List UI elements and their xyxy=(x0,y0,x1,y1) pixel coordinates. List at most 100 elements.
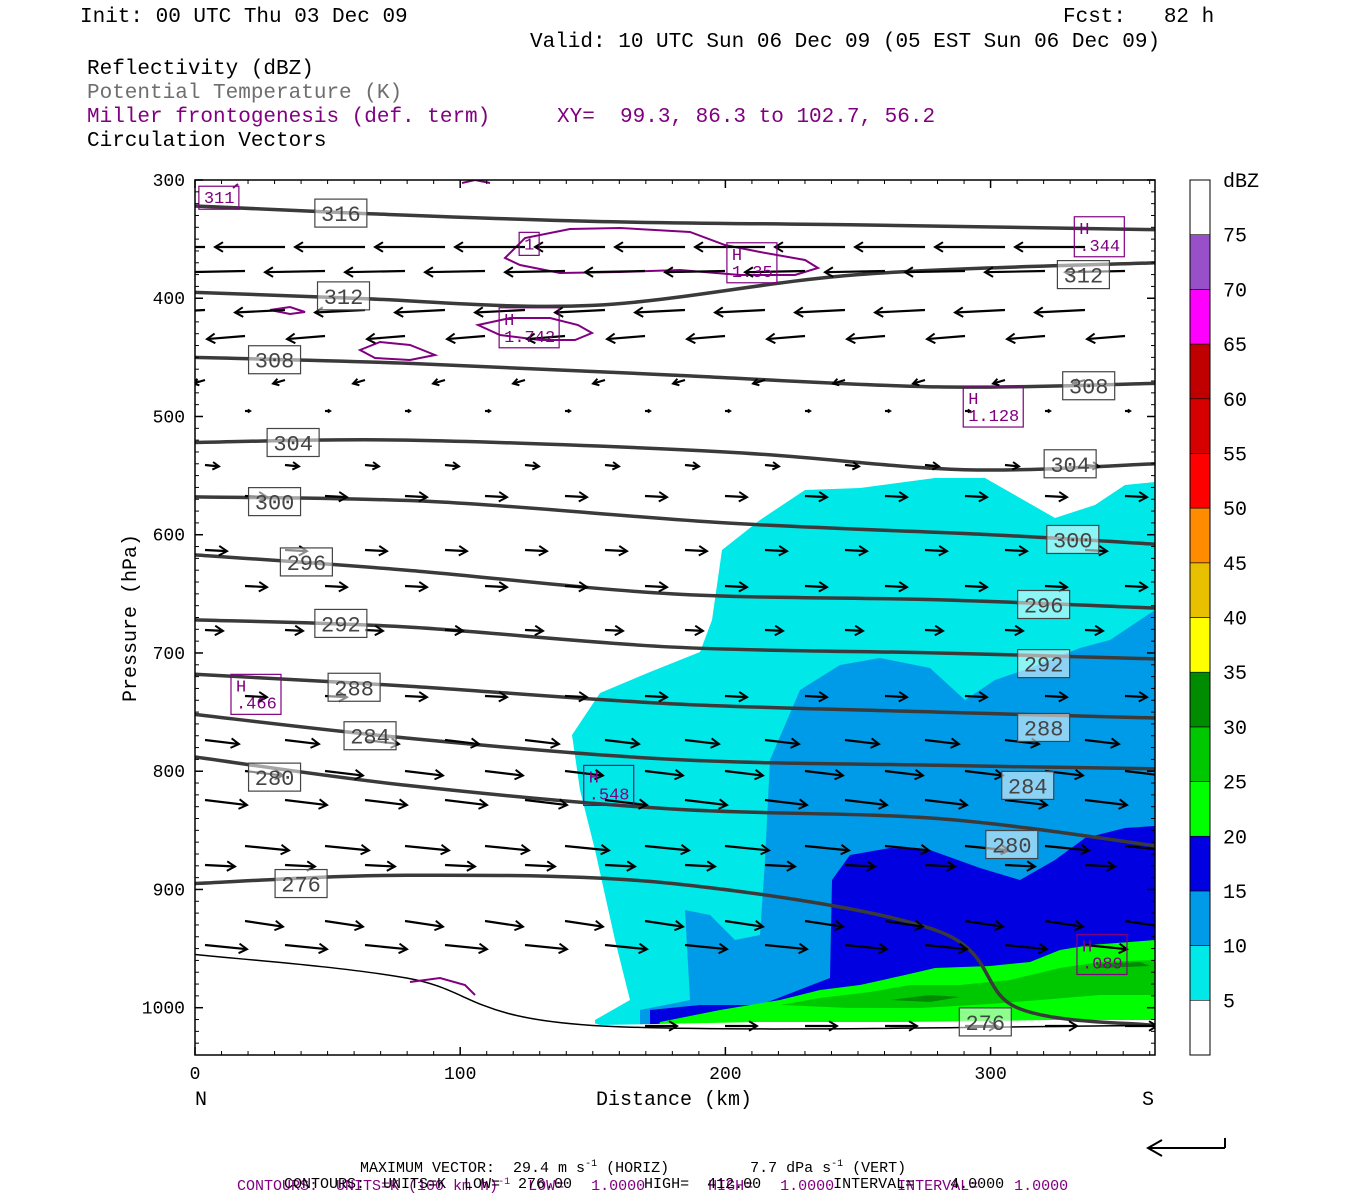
y-tick-label: 500 xyxy=(153,408,185,428)
contour-label-box xyxy=(1043,449,1097,479)
circulation-vector xyxy=(884,844,931,856)
fronto-max-label: 1.128 xyxy=(968,408,1019,427)
circulation-vector xyxy=(671,378,686,387)
circulation-vector xyxy=(324,844,371,856)
circulation-vector xyxy=(644,581,669,593)
circulation-vector xyxy=(604,860,637,872)
circulation-vector xyxy=(684,545,709,557)
init-time: Init: 00 UTC Thu 03 Dec 09 xyxy=(80,6,408,29)
y-tick-label: 1000 xyxy=(142,1000,185,1020)
fronto-max-box xyxy=(726,242,778,284)
circulation-vector xyxy=(663,266,726,278)
circulation-vector xyxy=(233,306,286,318)
circulation-vector xyxy=(213,241,285,253)
contour-label-box xyxy=(327,672,381,702)
circulation-vector xyxy=(805,1020,839,1032)
y-tick-label: 800 xyxy=(153,763,185,783)
frontogenesis-contour-info: CONTOURS: UNITS=K (100 km h)-1 LOW= 1.00… xyxy=(219,1157,1068,1195)
circulation-vector xyxy=(524,737,561,749)
circulation-vector xyxy=(765,332,806,345)
colorbar-swatch xyxy=(1189,781,1211,837)
fronto-contour xyxy=(461,180,491,184)
circulation-vector xyxy=(884,769,925,781)
circulation-vector xyxy=(524,624,545,637)
circulation-vector xyxy=(325,408,332,414)
circulation-vector xyxy=(484,769,525,781)
circulation-vector xyxy=(1005,332,1046,345)
fronto-max-label: H xyxy=(236,678,246,697)
contour-label-box xyxy=(316,281,371,311)
circulation-vector xyxy=(444,624,465,637)
circulation-vector xyxy=(324,581,349,593)
theta-contour-276 xyxy=(195,873,1155,1028)
circulation-vector xyxy=(444,942,489,955)
circulation-vector xyxy=(591,378,606,387)
circulation-vector xyxy=(844,624,865,637)
fronto-max-box xyxy=(198,185,240,210)
fronto-max-label: 1 xyxy=(524,236,534,255)
circulation-vector xyxy=(804,844,851,856)
contour-label-box xyxy=(247,762,302,792)
circulation-vector xyxy=(1004,860,1037,872)
colorbar-label: 40 xyxy=(1223,609,1247,632)
circulation-vector xyxy=(404,919,445,932)
circulation-vector xyxy=(751,378,766,387)
circulation-vector xyxy=(564,919,605,932)
fronto-max-label: 311 xyxy=(204,190,235,209)
circulation-vector xyxy=(1124,844,1155,851)
circulation-vector xyxy=(1004,545,1029,557)
contour-label: 288 xyxy=(334,677,374,702)
circulation-vector xyxy=(764,860,797,872)
theta-contour-280 xyxy=(195,755,1155,848)
circulation-vector xyxy=(884,919,925,932)
field-potential-temp: Potential Temperature (K) xyxy=(87,82,403,105)
contour-label: 276 xyxy=(965,1012,1005,1037)
frontogenesis-units-exponent: -1 xyxy=(498,1177,511,1188)
section-endpoints: XY= 99.3, 86.3 to 102.7, 56.2 xyxy=(557,106,936,129)
circulation-vector xyxy=(245,408,252,414)
circulation-vector xyxy=(645,1020,679,1032)
colorbar-swatch xyxy=(1189,179,1211,235)
circulation-vector xyxy=(933,241,1005,253)
circulation-vector xyxy=(524,798,569,810)
contour-label-box xyxy=(958,1007,1012,1037)
circulation-vector xyxy=(844,942,889,955)
circulation-vector xyxy=(204,737,241,749)
circulation-vector xyxy=(924,798,969,810)
fronto-max-label: 1.35 xyxy=(732,264,773,283)
y-axis-label: Pressure (hPa) xyxy=(120,534,143,702)
circulation-vector xyxy=(1004,798,1049,810)
x-tick-label: 100 xyxy=(444,1065,476,1085)
circulation-vector xyxy=(373,241,445,253)
circulation-vector xyxy=(613,241,685,253)
circulation-vector xyxy=(1013,241,1085,253)
circulation-vector xyxy=(485,408,492,414)
circulation-vector xyxy=(823,266,886,278)
circulation-vector xyxy=(1044,919,1085,932)
circulation-vector xyxy=(991,378,1006,387)
circulation-vector xyxy=(831,378,846,387)
circulation-vector xyxy=(404,691,429,703)
circulation-vector xyxy=(364,860,397,872)
colorbar-swatch xyxy=(1189,234,1211,290)
circulation-vector xyxy=(1044,491,1069,503)
circulation-vector xyxy=(853,241,925,253)
circulation-vector xyxy=(873,306,926,318)
y-tick-label: 900 xyxy=(153,881,185,901)
circulation-vector xyxy=(445,332,486,345)
circulation-vector xyxy=(365,332,406,345)
circulation-vector xyxy=(924,942,969,955)
circulation-vector xyxy=(444,798,489,810)
circulation-vector xyxy=(684,624,705,637)
circulation-vector xyxy=(324,769,365,781)
circulation-vector xyxy=(284,942,329,955)
contour-label-box xyxy=(1017,649,1071,679)
circulation-vector xyxy=(604,545,629,557)
contour-label-box xyxy=(279,547,333,577)
circulation-vector xyxy=(764,624,785,637)
circulation-vector xyxy=(1004,461,1021,471)
circulation-vector xyxy=(844,461,861,471)
x-axis-label: Distance (km) xyxy=(596,1089,752,1112)
max-vector-vert-suffix: (VERT) xyxy=(843,1160,907,1177)
fronto-max-label: .548 xyxy=(589,786,630,805)
